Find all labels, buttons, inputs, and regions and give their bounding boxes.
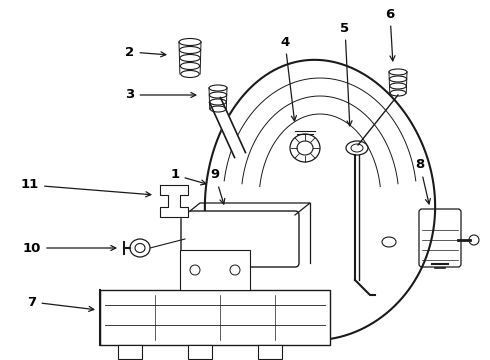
FancyBboxPatch shape <box>181 211 299 267</box>
Bar <box>258 345 282 359</box>
Text: 9: 9 <box>210 168 225 204</box>
Polygon shape <box>210 98 245 157</box>
Text: 1: 1 <box>171 168 206 185</box>
Text: 6: 6 <box>385 8 395 61</box>
Bar <box>180 250 250 290</box>
Text: 2: 2 <box>125 45 166 58</box>
Ellipse shape <box>130 239 150 257</box>
Text: 7: 7 <box>27 296 94 311</box>
Bar <box>188 345 212 359</box>
Text: 3: 3 <box>125 89 196 102</box>
Text: 8: 8 <box>416 158 430 204</box>
Text: 5: 5 <box>341 22 352 126</box>
Bar <box>118 345 142 359</box>
Text: 10: 10 <box>23 242 116 255</box>
Bar <box>100 290 330 345</box>
Polygon shape <box>160 185 188 217</box>
Text: 11: 11 <box>21 179 151 197</box>
Text: 4: 4 <box>280 36 296 121</box>
